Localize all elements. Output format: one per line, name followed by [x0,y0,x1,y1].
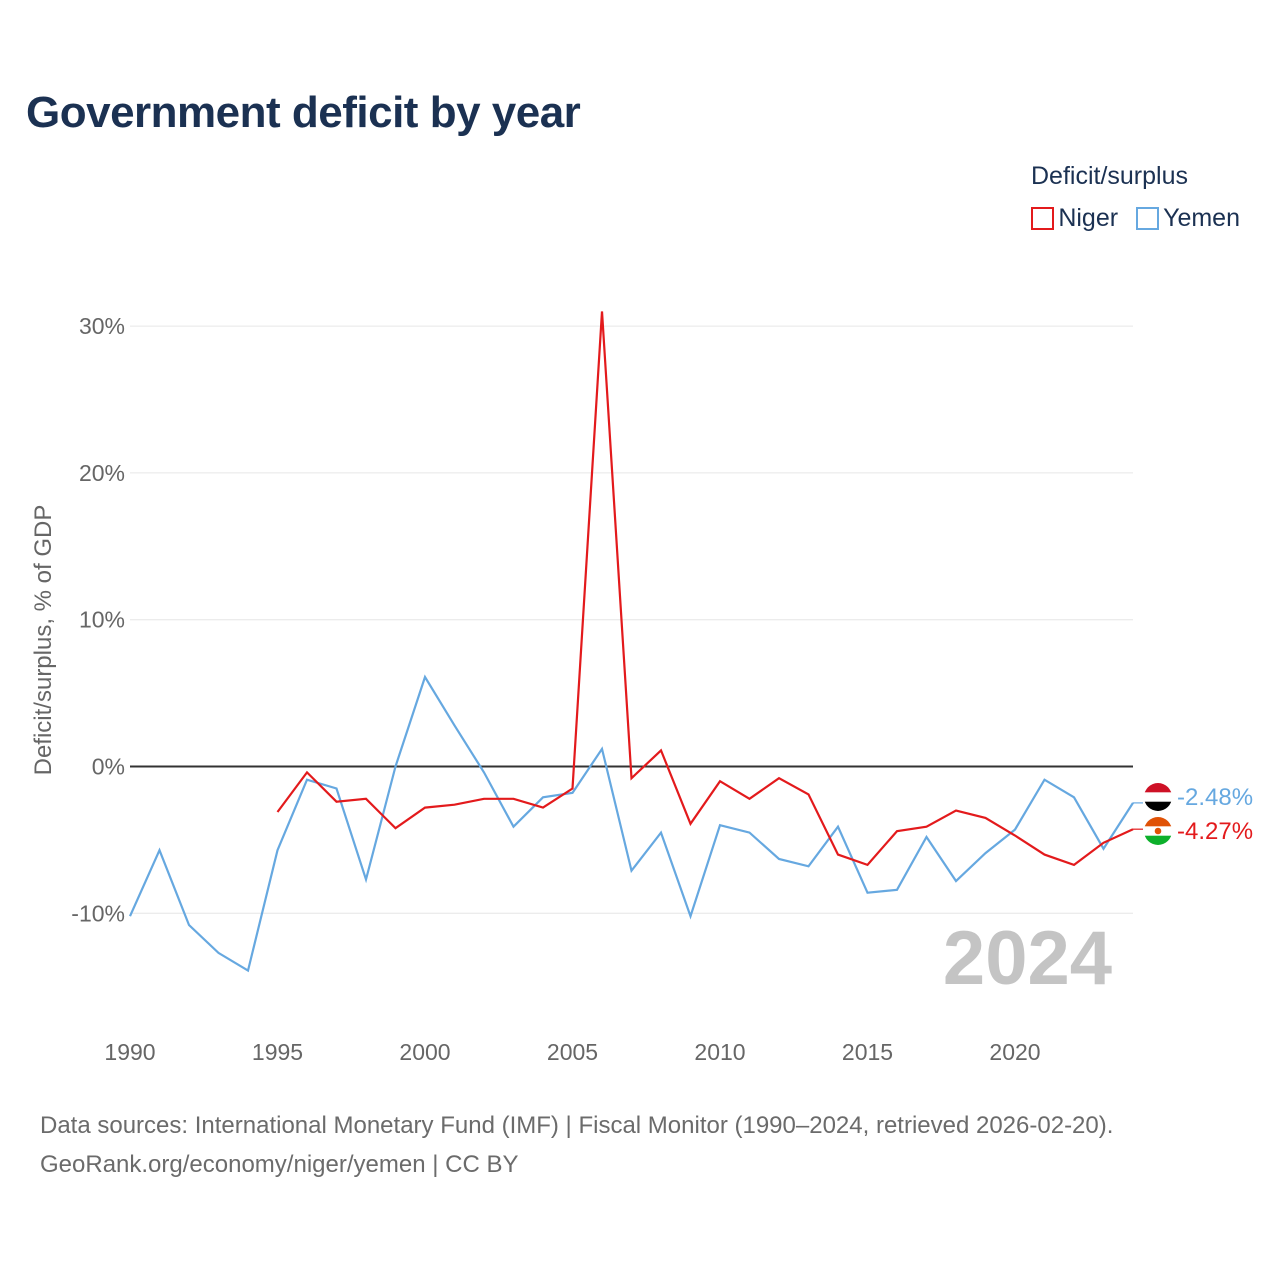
gridlines [130,325,1133,914]
legend-swatch-niger [1031,207,1055,230]
y-tick-label: 20% [79,460,125,486]
niger-end-label: -4.27% [1177,818,1253,845]
yemen-flag-icon [1144,783,1172,811]
series-lines [128,311,1143,973]
y-tick-labels: -10% 0% 10% 20% 30% [71,313,125,926]
x-tick-label: 2005 [547,1039,598,1065]
legend-item-yemen[interactable]: Yemen [1136,204,1240,233]
sources-line-1: Data sources: International Monetary Fun… [40,1112,1114,1139]
y-tick-label: 10% [79,607,125,633]
legend-title: Deficit/surplus [1031,162,1188,190]
legend-label-yemen: Yemen [1163,204,1240,232]
x-tick-label: 2010 [694,1039,745,1065]
legend: Niger Yemen [1031,204,1240,233]
y-tick-label: 30% [79,313,125,339]
x-tick-label: 2015 [842,1039,893,1065]
line-chart: -10% 0% 10% 20% 30% 1990 1995 2000 2005 2010 2015… [30,311,1253,1065]
x-tick-label: 1990 [104,1039,155,1065]
legend-swatch-yemen [1136,207,1160,230]
chart-title: Government deficit by year [26,88,581,137]
sources-line-2[interactable]: GeoRank.org/economy/niger/yemen | CC BY [40,1151,519,1178]
series-line-niger[interactable] [276,311,1134,867]
data-sources: Data sources: International Monetary Fun… [40,1106,1113,1184]
x-tick-label: 2000 [399,1039,450,1065]
yemen-end-label: -2.48% [1177,784,1253,811]
year-watermark: 2024 [943,916,1112,1001]
y-tick-label: -10% [71,900,125,926]
legend-label-niger: Niger [1058,204,1119,232]
y-tick-label: 0% [92,754,125,780]
x-tick-label: 1995 [252,1039,303,1065]
y-axis-label: Deficit/surplus, % of GDP [30,505,57,776]
series-line-yemen[interactable] [128,674,1134,973]
end-flags [1144,783,1172,845]
x-tick-label: 2020 [989,1039,1040,1065]
legend-item-niger[interactable]: Niger [1031,204,1118,233]
x-tick-labels: 1990 1995 2000 2005 2010 2015 2020 [104,1039,1040,1065]
niger-flag-icon [1144,817,1172,845]
